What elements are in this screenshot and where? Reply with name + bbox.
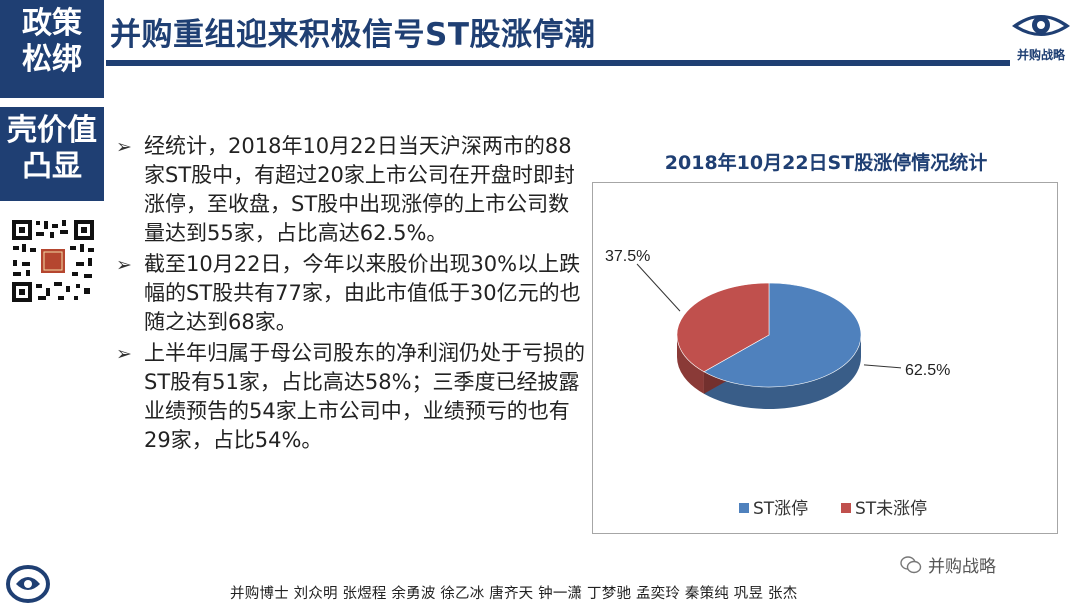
legend-entry-0: ST涨停 bbox=[753, 499, 808, 519]
wechat-watermark: 并购战略 bbox=[900, 552, 996, 577]
pie-data-label-0: 62.5% bbox=[905, 362, 950, 379]
side-tag-line: 凸显 bbox=[22, 149, 82, 184]
legend-swatch-0 bbox=[739, 503, 749, 513]
eye-logo-icon bbox=[1012, 15, 1070, 36]
pie-chart: 62.5% 37.5% ST涨停 ST未涨停 bbox=[592, 182, 1058, 534]
pie-data-label-1: 37.5% bbox=[605, 248, 650, 265]
pie-chart-svg: 62.5% 37.5% ST涨停 ST未涨停 bbox=[605, 248, 950, 519]
footer-logo-icon bbox=[6, 565, 50, 603]
side-tag-shell-value: 壳价值 凸显 bbox=[0, 107, 104, 201]
pie-slice-side-1 bbox=[677, 335, 704, 394]
legend-swatch-1 bbox=[841, 503, 851, 513]
arrow-bullet-icon: ➢ bbox=[116, 254, 132, 276]
brand-logo: 并购战略 bbox=[1008, 6, 1074, 62]
pie-leader-line-0 bbox=[863, 364, 902, 369]
legend-entry-1: ST未涨停 bbox=[855, 499, 927, 519]
pie-slice-0 bbox=[703, 282, 862, 388]
side-tag-line: 政策 bbox=[22, 6, 82, 41]
chart-title: 2018年10月22日ST股涨停情况统计 bbox=[664, 152, 988, 174]
bullet-text: 截至10月22日，今年以来股价出现30%以上跌幅的ST股共有77家，由此市值低于… bbox=[144, 252, 581, 334]
side-tag-policy: 政策 松绑 bbox=[0, 0, 104, 98]
side-tag-line: 壳价值 bbox=[7, 113, 97, 148]
title-divider bbox=[106, 60, 1010, 66]
brand-logo-text: 并购战略 bbox=[1016, 48, 1065, 62]
arrow-bullet-icon: ➢ bbox=[116, 136, 132, 158]
pie-leader-line-1 bbox=[636, 263, 681, 312]
watermark-text: 并购战略 bbox=[928, 557, 996, 577]
qr-code-icon bbox=[10, 218, 96, 304]
bullet-text: 上半年归属于母公司股东的净利润仍处于亏损的ST股有51家，占比高达58%；三季度… bbox=[144, 341, 585, 452]
arrow-bullet-icon: ➢ bbox=[116, 343, 132, 365]
list-item: ➢ 截至10月22日，今年以来股价出现30%以上跌幅的ST股共有77家，由此市值… bbox=[116, 250, 586, 337]
list-item: ➢ 经统计，2018年10月22日当天沪深两市的88家ST股中，有超过20家上市… bbox=[116, 132, 586, 248]
side-tag-line: 松绑 bbox=[22, 42, 82, 77]
pie-slice-1 bbox=[676, 282, 770, 373]
author-names: 并购博士 刘众明 张煜程 余勇波 徐乙冰 唐齐天 钟一潇 丁梦驰 孟奕玲 秦策纯… bbox=[230, 586, 798, 602]
page-title: 并购重组迎来积极信号ST股涨停潮 bbox=[110, 16, 596, 53]
bullet-text: 经统计，2018年10月22日当天沪深两市的88家ST股中，有超过20家上市公司… bbox=[144, 134, 575, 245]
wechat-icon bbox=[900, 555, 922, 573]
pie-slice-side-0 bbox=[703, 335, 861, 410]
list-item: ➢ 上半年归属于母公司股东的净利润仍处于亏损的ST股有51家，占比高达58%；三… bbox=[116, 339, 586, 455]
bullet-list: ➢ 经统计，2018年10月22日当天沪深两市的88家ST股中，有超过20家上市… bbox=[116, 132, 586, 457]
title-bar: 并购重组迎来积极信号ST股涨停潮 bbox=[110, 0, 970, 62]
